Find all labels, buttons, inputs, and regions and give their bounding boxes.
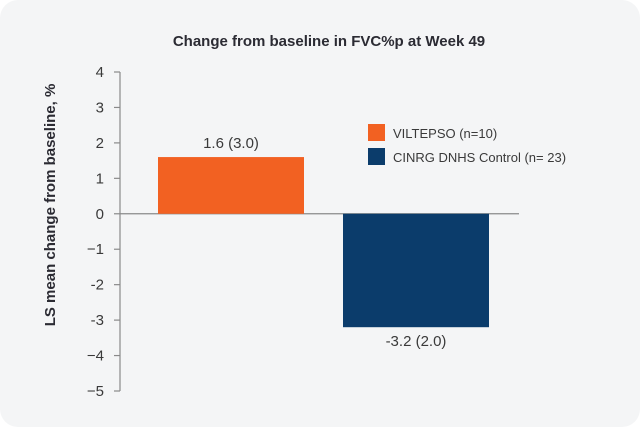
- y-tick-label: 4: [96, 64, 104, 81]
- bar-1: [158, 157, 304, 214]
- y-tick-label: -3: [91, 312, 104, 329]
- bar-2-data-label: -3.2 (2.0): [386, 333, 447, 350]
- y-tick-label: 3: [96, 99, 104, 116]
- y-tick-label: 1: [96, 170, 104, 187]
- y-tick-label: −5: [87, 383, 104, 400]
- y-tick-label: 0: [96, 206, 104, 223]
- legend-swatch-1: [368, 124, 385, 141]
- chart-title: Change from baseline in FVC%p at Week 49: [173, 33, 485, 50]
- legend-label-2: CINRG DNHS Control (n= 23): [393, 150, 566, 165]
- y-tick-label: −1: [87, 241, 104, 258]
- y-tick-label: -2: [91, 277, 104, 294]
- legend-label-1: VILTEPSO (n=10): [393, 126, 497, 141]
- y-tick-label: −4: [87, 348, 104, 365]
- legend-swatch-2: [368, 148, 385, 165]
- bar-1-data-label: 1.6 (3.0): [203, 135, 259, 152]
- y-axis-label: LS mean change from baseline, %: [42, 84, 59, 327]
- y-tick-label: 2: [96, 135, 104, 152]
- bar-2: [343, 213, 489, 328]
